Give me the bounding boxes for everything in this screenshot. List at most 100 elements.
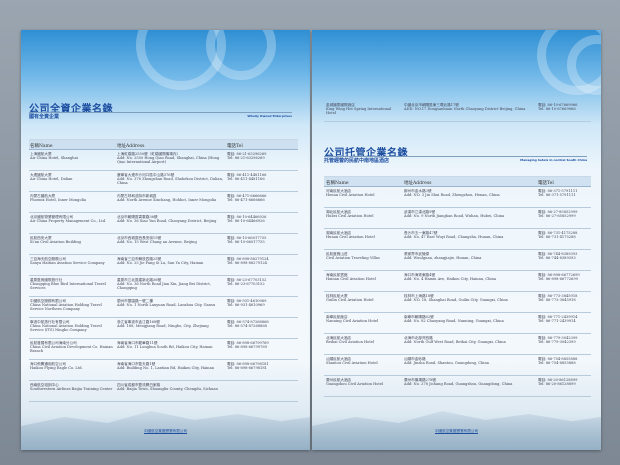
cell-tel: 電話: 86-754-8855888 Tel: 86-754-8855888 [538, 357, 588, 365]
english-tag: Wholly Owned Enterprises [247, 114, 292, 118]
page-subtitle: 托管經營的民航中南地區酒店 [324, 158, 390, 164]
cell-addr: 武漢市江漢北路9號 Add: No. 9 North Jianghan Road,… [404, 210, 535, 218]
cell-name-en: Air China Hotel, Shanghai [30, 156, 78, 161]
left-page: 公司全資企業名錄 國有全資企業 Wholly Owned Enterprises… [21, 30, 310, 450]
cell-addr-cn: 北京市朝陽區霄雲路36號 [117, 215, 158, 219]
cell-addr: 北海市北部灣西路 Add: North Gulf West Road, Beiha… [404, 336, 535, 344]
cell-name-cn: 桂林民航大廈 [326, 294, 348, 298]
cell-name: 上海國航大廈 Air China Hotel, Shanghai [30, 152, 114, 160]
cell-tel: 電話: 86-898-66772699 Tel: 86-898-66772699 [538, 273, 588, 281]
swirl-decoration [567, 35, 601, 95]
cell-tel-cn: 電話: 86-574-87268868 [227, 320, 269, 324]
cell-tel-cn: 電話: 86-779-3042399 [538, 336, 578, 340]
cell-name-cn: 民航西安大廈 [30, 236, 52, 240]
cell-addr-en: Add: No. 36 North Road Jian Xin, Jiang B… [117, 282, 212, 291]
cell-tel-cn: 電話: 86-10-67669966 [538, 103, 578, 107]
mountain-decoration [312, 411, 601, 450]
cell-tel-cn: 電話: 86-754-8855888 [538, 357, 578, 361]
cell-tel-cn: 電話: 86-10-66017755 [227, 236, 267, 240]
cell-tel-cn: 電話: 86-371-5791111 [538, 189, 578, 193]
cell-addr-en: Add: No. 9 North Jianghan Road, Wuhan, H… [404, 214, 505, 219]
cell-name-cn: 湖北民航大酒店 [326, 210, 352, 214]
cell-tel-en: Tel: 86-10-67669966 [538, 107, 576, 112]
cell-addr-en: Add: No. 376 Zhongshan Road, Shahekou Di… [117, 177, 224, 186]
cell-name: 河南民航大酒店 Henan Civil Aviation Hotel [326, 189, 401, 197]
cell-tel-cn: 電話: 86-931-4610969 [227, 299, 267, 303]
cell-tel: 電話: 86-779-3042399 Tel: 86-779-3042399 [538, 336, 588, 344]
cell-name-en: Air China Hotel, Dalian [30, 177, 73, 182]
cell-addr-cn: 北海市北部灣西路 [404, 336, 433, 340]
cell-addr-en: Add: Jinsha Road, Shantou, Guangdong, Ch… [404, 361, 489, 366]
cell-name-en: Sanya Haitian Aviation Service Company [30, 261, 105, 266]
cell-tel: 電話: 86-744-8389393 Tel: 86-744-8389393 [538, 252, 588, 260]
cell-name-en: Civil Aviation Traveling Villas [326, 256, 380, 261]
cell-addr-cn: 中國北京市朝陽區東三環北路17號 [404, 103, 459, 107]
cell-tel-en: Tel: 86-898-88279124 [227, 261, 267, 266]
cell-addr-cn: 長沙市五一東路47號 [404, 231, 438, 235]
cell-tel-en: Tel: 86-10-64466926 [227, 219, 265, 224]
cell-name-en: Hunan Civil Aviation Hotel [326, 235, 375, 240]
cell-name: 重慶藍鳥國際旅行社 Chongqing Blue Bird Internation… [30, 278, 114, 290]
cell-name-cn: 民航發展有限公司海南分公司 [30, 341, 77, 345]
cell-addr-cn: 重慶市江北區建新北路36號 [117, 278, 162, 282]
cell-addr-cn: 汕頭市金砂路 [404, 357, 426, 361]
column-address: 地址Address [404, 181, 432, 186]
table-row: 寧波中航旅行社有限公司 China National Aviation Holdi… [29, 319, 298, 339]
cell-name-en: Guilin Civil Aviation Hotel [326, 298, 374, 303]
cell-name: 內蒙古國航大廈 Phoenix Hotel, Inner Mongolia [30, 194, 114, 202]
cell-addr: 汕頭市金砂路 Add: Jinsha Road, Shantou, Guangdo… [404, 357, 535, 365]
cell-name-cn: 內蒙古國航大廈 [30, 194, 56, 198]
cell-name: 西南航空培訓中心 Southwestern Airlines Baijia Tra… [30, 383, 114, 391]
cell-tel: 電話: 86-10-67669966 Tel: 86-10-67669966 [538, 103, 588, 111]
cell-name: 北京國航物業管理有限公司 Air China Property Managemen… [30, 215, 114, 223]
cell-name-cn: 南寧民航飯店 [326, 315, 348, 319]
cell-name-en: King Wing Hot Spring International Hotel [326, 107, 392, 116]
cell-addr-en: Add: No. 278 Jichang Road, Guangzhou, Gu… [404, 382, 513, 387]
cell-addr-cn: 浙江省寧波市孟江路168號 [117, 320, 160, 324]
footer-company: 中國航空集團實業有限公司 [143, 429, 188, 433]
cell-tel-cn: 電話: 86-898-66798181 [227, 362, 269, 366]
cell-name-cn: 金城國泰國際酒店 [326, 103, 355, 107]
cell-addr: 張家界市武陵源 Add: Wuulguan, zhangjiajie, Hunan… [404, 252, 535, 260]
table-row: 民航西安大廈 Xi'an Civil Aviation Building 北京市西城… [29, 235, 298, 255]
cell-addr-cn: 廣州市機場路278號 [404, 378, 437, 382]
table-row: 北京國航物業管理有限公司 Air China Property Managemen… [29, 214, 298, 234]
cell-addr-en: Add: North Gulf West Road, Beihai City, … [404, 340, 506, 345]
title-rule [324, 156, 587, 157]
cell-addr-cn: 上海虹橋路2550號（虹橋國際機場內） [117, 152, 181, 156]
cell-name-en: China National Aviation Holding Travel S… [30, 303, 102, 312]
cell-name-cn: 寧波中航旅行社有限公司 [30, 320, 70, 324]
table-row: 南寧民航飯店 Nanning Civil Aviation Hotel 南寧市朝陽路… [324, 314, 591, 334]
cell-tel-en: Tel: 86-754-8855888 [538, 361, 576, 366]
table-row: 湖南民航大酒店 Hunan Civil Aviation Hotel 長沙市五一東路… [324, 230, 591, 250]
cell-addr-en: Add: North Avenue Xinchang, Hohhot, Inne… [117, 198, 217, 203]
cell-name-cn: 海口飛鷹通用航空公司 [30, 362, 66, 366]
cell-tel: 電話: 86-898-88279124 Tel: 86-898-88279124 [227, 257, 295, 265]
cell-name-en: Henan Civil Aviation Hotel [326, 193, 375, 198]
cell-addr-cn: 海南省海口市藍天路1號 [117, 362, 156, 366]
cell-name-en: Shantou Civil Aviation Hotel [326, 361, 378, 366]
cell-addr-en: Add: 168, Mengjiang Road, Ningbo, City, … [117, 324, 209, 329]
cell-addr-cn: 蘭州市蘭園路一號二樓 [117, 299, 153, 303]
cell-name-en: China Civil Aviation Development Co. Hai… [30, 345, 113, 354]
cell-addr-cn: 內蒙古呼和浩特市新城區 [117, 194, 157, 198]
cell-tel: 電話: 86-898-66798181 Tel: 86-898-66798181 [227, 362, 295, 370]
cell-addr-cn: 海口市海秀東路4號 [404, 273, 436, 277]
cell-tel: 電話: 86-27-85852999 Tel: 86-27-85852999 [538, 210, 588, 218]
cell-tel: 電話: 86-574-87268868 Tel: 86-574-87268868 [227, 320, 295, 328]
cell-tel-en: Tel: 86-898-66772699 [538, 277, 578, 282]
cell-addr: 長沙市五一東路47號 Add: No. 47 East Wuyi Road, Ch… [404, 231, 535, 239]
cell-name: 北海民航大酒店 Beihai Civil Aviation Hotel [326, 336, 401, 344]
column-address: 地址Address [117, 144, 145, 149]
cell-tel-cn: 電話: 86-744-8389393 [538, 252, 578, 256]
cell-addr: 遼寧省大連市沙河口區中山路376號 Add: No. 376 Zhongshan … [117, 173, 224, 185]
cell-addr-cn: 四川省成都市雙流縣白家鎮 [117, 383, 161, 387]
swirl-decoration [206, 30, 276, 80]
column-phone: 電話Tel [538, 181, 554, 186]
cell-tel-en: Tel: 86-771-2439914 [538, 319, 576, 324]
cell-tel: 電話: 86-731-4175288 Tel: 86-731-4175288 [538, 231, 588, 239]
cell-addr-cn: 南寧市朝陽路82號 [404, 315, 434, 319]
cell-tel-cn: 電話: 86-20-86128899 [538, 378, 578, 382]
cell-addr-en: Add: No. 25 Jie Fang Si Lu, San Ya City,… [117, 261, 204, 266]
